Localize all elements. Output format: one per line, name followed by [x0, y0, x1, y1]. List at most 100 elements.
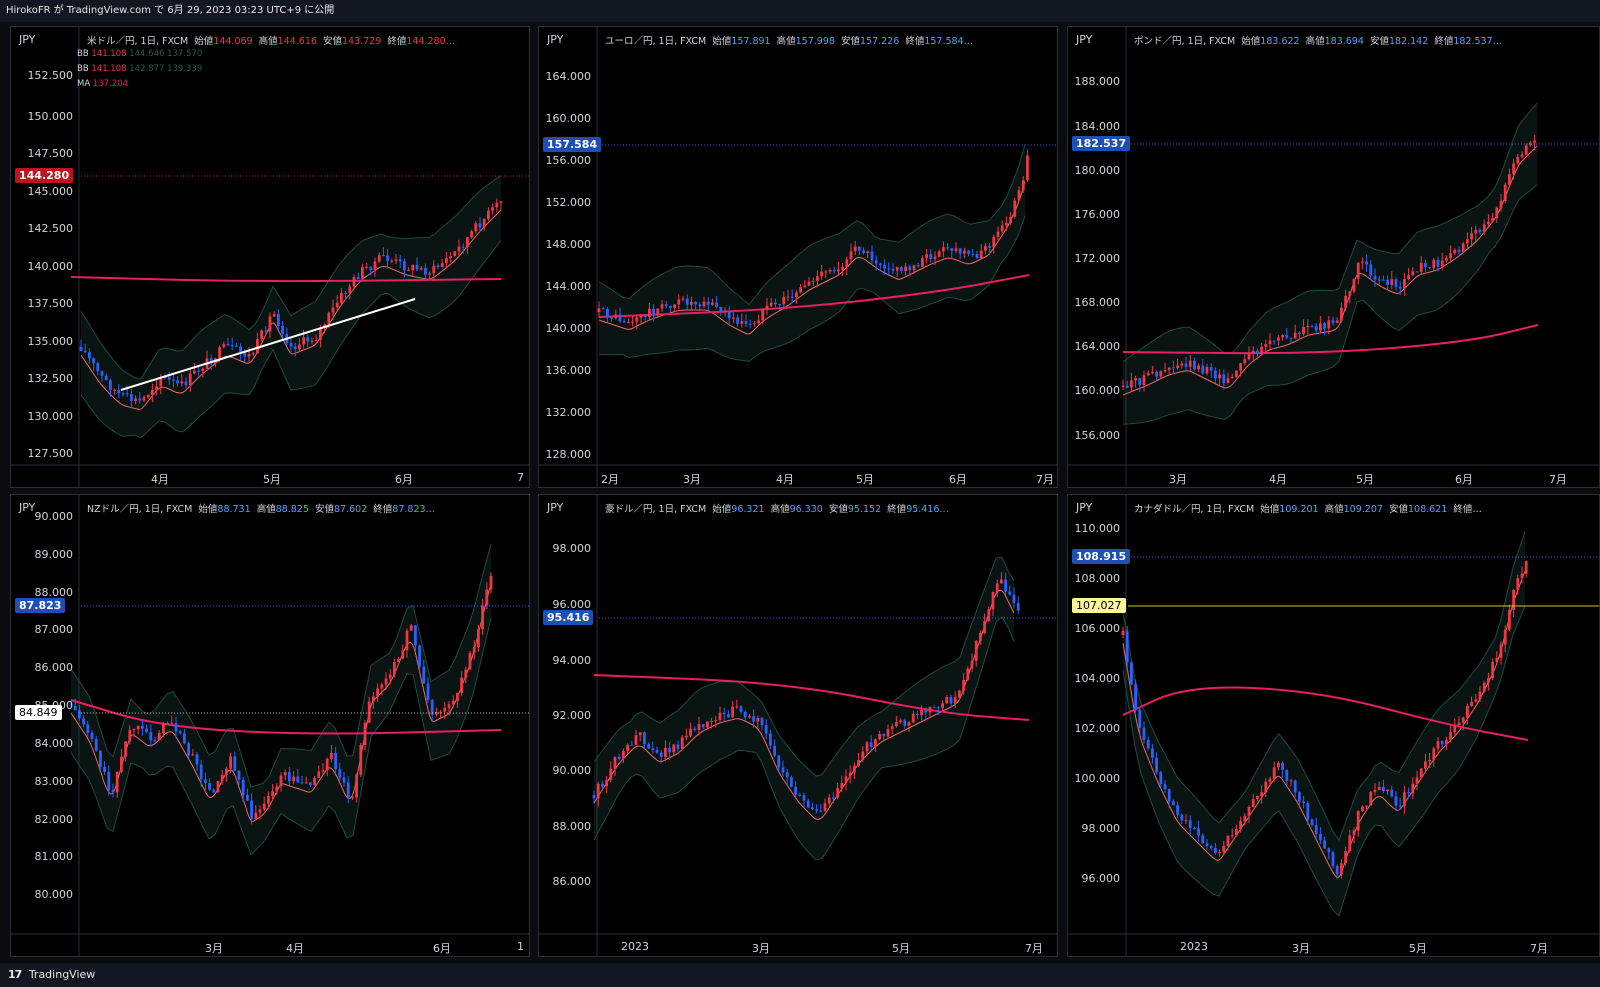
- candle-body: [639, 314, 643, 318]
- symbol-name[interactable]: 米ドル／円, 1日, FXCM: [87, 36, 189, 47]
- candle-body: [782, 296, 786, 305]
- candle-body: [485, 589, 489, 606]
- high-value: 109.207: [1343, 504, 1383, 515]
- candle-body: [1155, 757, 1158, 773]
- symbol-name[interactable]: 豪ドル／円, 1日, FXCM: [605, 504, 707, 515]
- candle-body: [103, 766, 106, 772]
- candle-body: [1193, 828, 1196, 830]
- candle-body: [1508, 609, 1511, 630]
- candle-body: [124, 741, 127, 757]
- bollinger-lower-line: [1122, 606, 1526, 917]
- chart-panel-6[interactable]: JPY カナダドル／円, 1日, FXCM 始値109.201 高値109.207…: [1067, 494, 1600, 957]
- y-axis-tick: 88.000: [552, 820, 592, 833]
- candle-body: [73, 705, 77, 711]
- candle-body: [659, 752, 663, 757]
- indicator-legend-1[interactable]: BB 141.108 144.646 137.570: [77, 49, 203, 59]
- candle-body: [690, 301, 693, 305]
- candle-body: [773, 745, 776, 756]
- candle-body: [676, 744, 680, 749]
- candle-body: [1021, 180, 1025, 191]
- candle-body: [184, 381, 188, 386]
- candle-body: [706, 721, 709, 728]
- candle-body: [355, 774, 358, 798]
- candle-body: [470, 231, 473, 238]
- symbol-ohlc-header: ポンド／円, 1日, FXCM 始値183.622 高値183.694 安値18…: [1134, 36, 1503, 47]
- candle-body: [403, 261, 406, 271]
- candle-body: [1449, 732, 1452, 740]
- candle-body: [225, 768, 228, 775]
- y-axis-tick: 96.000: [552, 598, 592, 611]
- chart-panel-1[interactable]: JPY 米ドル／円, 1日, FXCM 始値144.069 高値144.616 安…: [10, 26, 530, 488]
- symbol-name[interactable]: NZドル／円, 1日, FXCM: [87, 504, 193, 515]
- y-axis-tick: 148.000: [545, 238, 592, 251]
- bollinger-lower-line: [598, 215, 1026, 362]
- candle-body: [1256, 796, 1259, 800]
- x-axis-tick: 4月: [776, 473, 794, 486]
- y-axis-tick: 108.000: [1074, 572, 1121, 585]
- candle-body: [436, 265, 440, 267]
- symbol-name[interactable]: カナダドル／円, 1日, FXCM: [1134, 504, 1255, 515]
- candle-body: [1365, 805, 1368, 807]
- candle-body: [449, 256, 452, 259]
- candle-body: [1209, 366, 1213, 371]
- candle-body: [398, 259, 402, 262]
- symbol-name[interactable]: ポンド／円, 1日, FXCM: [1134, 36, 1236, 47]
- candle-body: [924, 709, 928, 713]
- candle-body: [1239, 363, 1242, 371]
- candle-body: [971, 253, 975, 255]
- candle-body: [916, 714, 919, 716]
- y-axis-tick: 98.000: [552, 542, 592, 555]
- candle-body: [377, 255, 381, 262]
- candle-body: [664, 304, 668, 306]
- symbol-name[interactable]: ユーロ／円, 1日, FXCM: [605, 36, 707, 47]
- candle-body: [1306, 803, 1310, 820]
- chart-panel-5[interactable]: JPY 豪ドル／円, 1日, FXCM 始値96.321 高値96.330 安値9…: [538, 494, 1058, 957]
- candle-body: [891, 268, 895, 271]
- candle-body: [1302, 801, 1305, 804]
- candle-body: [643, 732, 646, 745]
- candle-body: [153, 740, 157, 742]
- candle-body: [405, 630, 409, 651]
- y-axis-tick: 132.500: [27, 372, 74, 385]
- candle-body: [460, 677, 463, 693]
- price-chart-canvas: [539, 27, 1057, 487]
- candle-body: [201, 368, 205, 371]
- indicator-legend-2[interactable]: BB 141.108 142.877 139.339: [77, 64, 203, 74]
- chart-panel-3[interactable]: JPY ポンド／円, 1日, FXCM 始値183.622 高値183.694 安…: [1067, 26, 1600, 488]
- y-axis-tick: 180.000: [1074, 164, 1121, 177]
- candle-body: [736, 317, 739, 324]
- chart-panel-2[interactable]: JPY ユーロ／円, 1日, FXCM 始値157.891 高値157.998 安…: [538, 26, 1058, 488]
- candle-body: [1176, 365, 1179, 369]
- moving-average-line: [1122, 686, 1529, 741]
- candle-body: [710, 721, 713, 723]
- candle-body: [870, 251, 874, 261]
- indicator-legend-3[interactable]: MA 137.204: [77, 79, 129, 89]
- candle-body: [1000, 225, 1004, 232]
- candle-body: [1163, 784, 1167, 790]
- candle-body: [457, 246, 461, 252]
- candle-body: [1424, 262, 1427, 268]
- candle-body: [1142, 375, 1146, 386]
- candle-body: [1474, 229, 1478, 234]
- candle-body: [1382, 279, 1385, 281]
- x-axis-tick: 2023: [621, 940, 649, 953]
- bollinger-band-area: [599, 144, 1025, 362]
- candle-body: [832, 797, 835, 799]
- candle-body: [233, 756, 237, 771]
- y-axis-tick: 150.000: [27, 110, 74, 123]
- candle-body: [1184, 820, 1188, 822]
- candle-body: [1272, 340, 1276, 342]
- chart-panel-4[interactable]: JPY NZドル／円, 1日, FXCM 始値88.731 高値88.825 安値…: [10, 494, 530, 957]
- candle-body: [1310, 325, 1314, 327]
- candle-body: [325, 758, 329, 771]
- x-axis-tick: 7月: [517, 471, 528, 487]
- candle-body: [832, 270, 836, 272]
- candle-body: [907, 722, 911, 726]
- candle-body: [138, 398, 142, 401]
- candle-body: [1419, 262, 1423, 272]
- candle-body: [268, 316, 272, 332]
- candle-body: [815, 809, 818, 811]
- candle-body: [472, 646, 476, 653]
- candle-body: [837, 269, 840, 272]
- horizontal-line-tag: 107.027: [1072, 598, 1126, 613]
